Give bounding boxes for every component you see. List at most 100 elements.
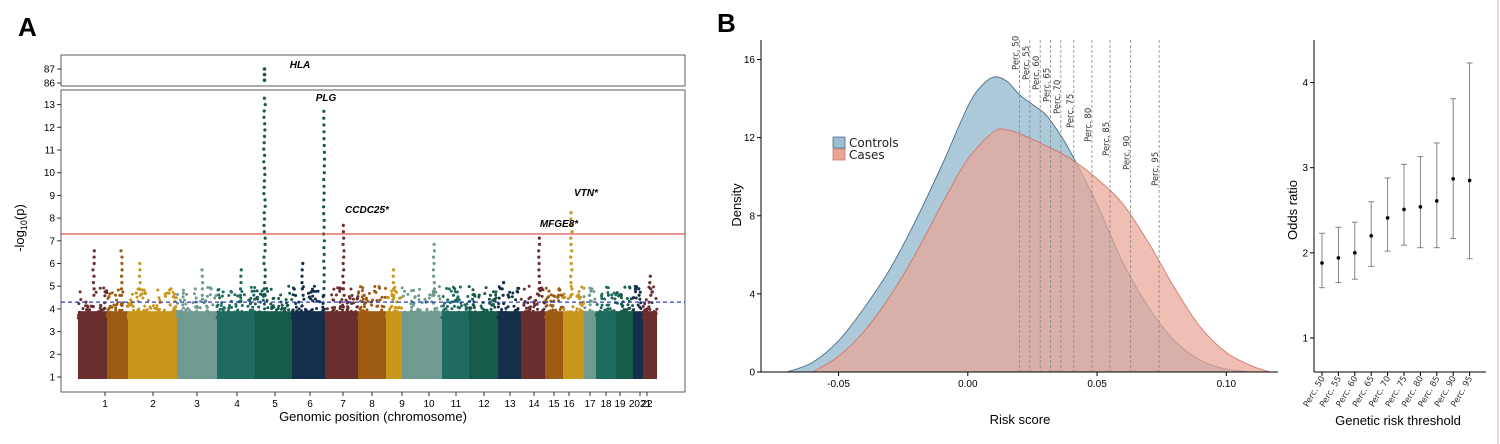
snp-point <box>342 255 346 259</box>
snp-point <box>580 309 584 313</box>
snp-point <box>98 286 102 290</box>
snp-point <box>628 286 632 290</box>
snp-point <box>262 109 266 113</box>
snp-point <box>637 293 641 297</box>
snp-point <box>242 293 246 297</box>
snp-point <box>322 212 326 216</box>
snp-point <box>515 289 519 293</box>
snp-point <box>605 313 609 316</box>
snp-point <box>311 299 315 303</box>
snp-point <box>479 304 483 308</box>
snp-point <box>626 314 630 318</box>
snp-point <box>484 286 488 290</box>
snp-point <box>262 192 266 196</box>
snp-point <box>606 291 610 295</box>
snp-point <box>600 296 604 300</box>
snp-point <box>487 312 491 316</box>
snp-point <box>391 281 395 285</box>
snp-point <box>206 312 210 316</box>
snp-point <box>532 305 536 309</box>
snp-point <box>302 313 306 317</box>
snp-point <box>532 316 536 320</box>
snp-point <box>603 316 607 320</box>
snp-point <box>580 285 584 289</box>
snp-point <box>132 308 136 312</box>
snp-point <box>198 315 202 319</box>
snp-point <box>355 305 359 309</box>
snp-point <box>446 310 450 314</box>
snp-point <box>629 312 633 316</box>
snp-point <box>138 268 142 272</box>
snp-point <box>109 316 113 320</box>
snp-point <box>378 312 381 316</box>
snp-point <box>106 297 110 300</box>
snp-point <box>447 287 451 291</box>
snp-point <box>600 310 604 314</box>
snp-point <box>570 315 574 319</box>
snp-point <box>119 249 123 253</box>
snp-point <box>491 290 495 294</box>
snp-point <box>120 281 124 285</box>
snp-point <box>262 261 266 266</box>
snp-point <box>338 289 342 293</box>
snp-point <box>228 304 231 307</box>
snp-point <box>471 288 475 292</box>
snp-point <box>339 305 343 309</box>
snp-point <box>155 316 159 320</box>
snp-point <box>79 316 83 319</box>
density-y-tick-label: 4 <box>749 289 755 300</box>
snp-point <box>322 177 326 182</box>
snp-point <box>473 294 477 298</box>
snp-point <box>394 316 397 320</box>
snp-point <box>409 315 413 319</box>
snp-point <box>135 295 139 299</box>
snp-point <box>367 291 371 295</box>
snp-point <box>566 297 570 301</box>
snp-point <box>216 310 220 314</box>
snp-point <box>263 293 267 297</box>
snp-point <box>643 308 647 312</box>
snp-point <box>577 316 581 320</box>
snp-point <box>241 314 245 318</box>
snp-point <box>330 293 334 297</box>
snp-point <box>81 307 85 311</box>
snp-point <box>432 242 436 246</box>
snp-point <box>101 307 105 311</box>
snp-point <box>573 314 577 318</box>
snp-point <box>493 305 497 309</box>
x-tick-label: 4 <box>234 399 240 410</box>
snp-point <box>265 299 269 302</box>
percentile-label: Perc. 75 <box>1066 94 1076 128</box>
snp-point <box>114 293 117 297</box>
snp-point <box>425 307 429 311</box>
snp-point <box>649 316 652 320</box>
snp-point <box>441 304 445 308</box>
snp-point <box>537 242 542 246</box>
gene-label: PLG <box>316 93 337 104</box>
y-tick-label: 1 <box>49 373 55 384</box>
snp-point <box>455 315 459 319</box>
snp-point <box>263 172 267 177</box>
snp-point <box>365 313 369 317</box>
snp-point <box>322 308 326 312</box>
snp-point <box>600 316 604 320</box>
snp-point <box>226 309 230 313</box>
snp-point <box>569 293 573 297</box>
snp-point <box>588 303 592 307</box>
snp-point <box>344 311 348 314</box>
snp-point <box>263 128 267 132</box>
snp-point <box>652 285 656 289</box>
snp-point <box>107 306 111 310</box>
or-point <box>1451 176 1455 181</box>
snp-point <box>456 295 460 299</box>
snp-point <box>411 314 415 318</box>
snp-point <box>644 298 648 302</box>
or-x-label: Genetic risk threshold <box>1335 413 1461 428</box>
snp-point <box>562 292 566 296</box>
y-tick-label: 9 <box>49 191 55 202</box>
snp-point <box>322 150 326 154</box>
snp-point <box>570 249 574 253</box>
x-tick-label: 2021 <box>629 399 652 410</box>
snp-point <box>450 311 454 315</box>
chromosome-16-band <box>545 311 563 379</box>
